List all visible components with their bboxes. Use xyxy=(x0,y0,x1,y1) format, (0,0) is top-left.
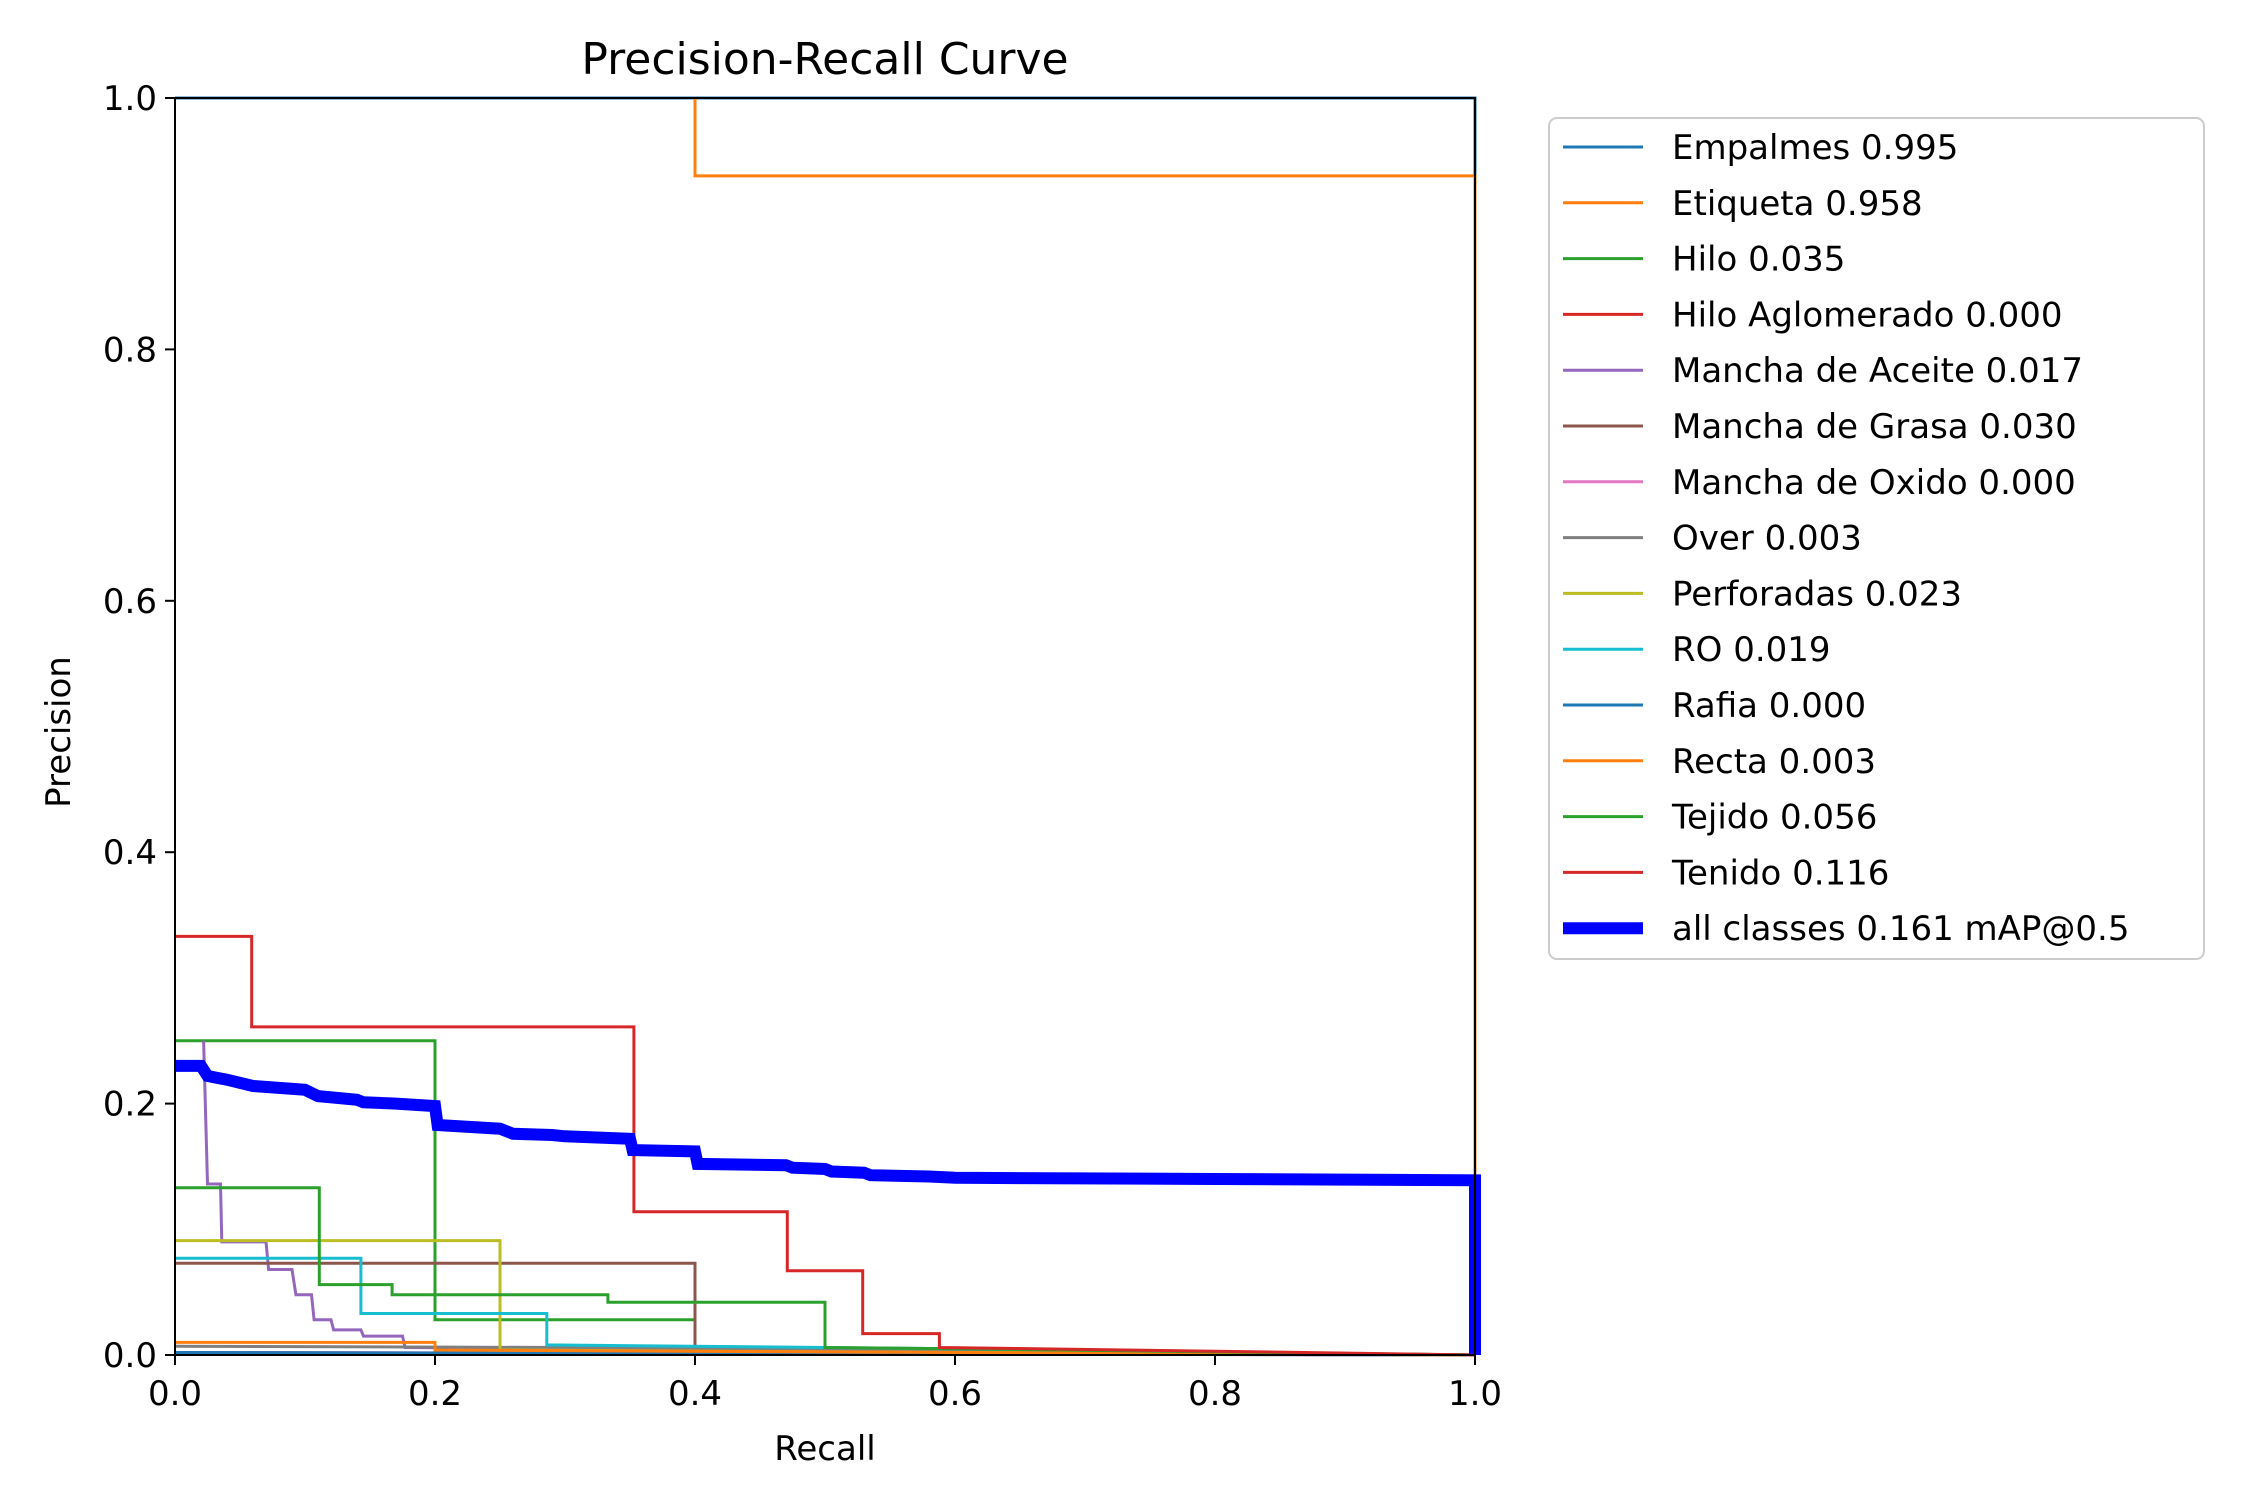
legend-label-0: Empalmes 0.995 xyxy=(1672,128,1958,168)
legend-label-14: all classes 0.161 mAP@0.5 xyxy=(1672,909,2129,949)
y-tick-label-2: 0.4 xyxy=(103,833,157,873)
x-tick-label-2: 0.4 xyxy=(668,1374,722,1414)
legend-label-7: Over 0.003 xyxy=(1672,519,1862,559)
plot-frame xyxy=(174,97,1476,1356)
legend-label-5: Mancha de Grasa 0.030 xyxy=(1672,407,2077,447)
legend-label-6: Mancha de Oxido 0.000 xyxy=(1672,463,2076,503)
x-tick-label-3: 0.6 xyxy=(928,1374,982,1414)
y-tick-label-0: 0.0 xyxy=(103,1336,157,1376)
legend-label-13: Tenido 0.116 xyxy=(1671,853,1889,893)
legend-label-11: Recta 0.003 xyxy=(1672,742,1876,782)
y-axis-ticks: 0.0 0.2 0.4 0.6 0.8 1.0 xyxy=(103,79,175,1376)
legend-label-1: Etiqueta 0.958 xyxy=(1672,184,1923,224)
legend-label-8: Perforadas 0.023 xyxy=(1672,574,1962,614)
plot-series xyxy=(174,96,1481,1357)
legend-box xyxy=(1548,117,2205,960)
legend: Empalmes 0.995 Etiqueta 0.958 Hilo 0.035 Hi… xyxy=(1548,117,2205,960)
y-tick-label-1: 0.2 xyxy=(103,1085,157,1125)
x-axis-label: Recall xyxy=(774,1429,875,1469)
legend-label-3: Hilo Aglomerado 0.000 xyxy=(1672,295,2063,335)
y-tick-label-3: 0.6 xyxy=(103,582,157,622)
series-line-12 xyxy=(175,1186,1476,1357)
x-axis-ticks: 0.0 0.2 0.4 0.6 0.8 1.0 xyxy=(148,1355,1502,1414)
y-axis-label: Precision xyxy=(39,656,79,808)
series-line-4 xyxy=(202,1040,1476,1357)
series-line-14 xyxy=(175,1059,1481,1355)
x-tick-label-4: 0.8 xyxy=(1188,1374,1242,1414)
x-tick-label-5: 1.0 xyxy=(1448,1374,1502,1414)
y-tick-label-4: 0.8 xyxy=(103,330,157,370)
legend-label-2: Hilo 0.035 xyxy=(1672,240,1845,280)
legend-label-12: Tejido 0.056 xyxy=(1671,798,1877,838)
chart-title: Precision-Recall Curve xyxy=(581,34,1068,85)
y-tick-label-5: 1.0 xyxy=(103,79,157,119)
x-tick-label-0: 0.0 xyxy=(148,1374,202,1414)
legend-label-10: Rafia 0.000 xyxy=(1672,686,1866,726)
x-tick-label-1: 0.2 xyxy=(408,1374,462,1414)
series-line-13 xyxy=(175,934,1476,1357)
legend-label-4: Mancha de Aceite 0.017 xyxy=(1672,351,2083,391)
legend-label-9: RO 0.019 xyxy=(1672,630,1831,670)
series-line-11 xyxy=(175,1340,1476,1357)
